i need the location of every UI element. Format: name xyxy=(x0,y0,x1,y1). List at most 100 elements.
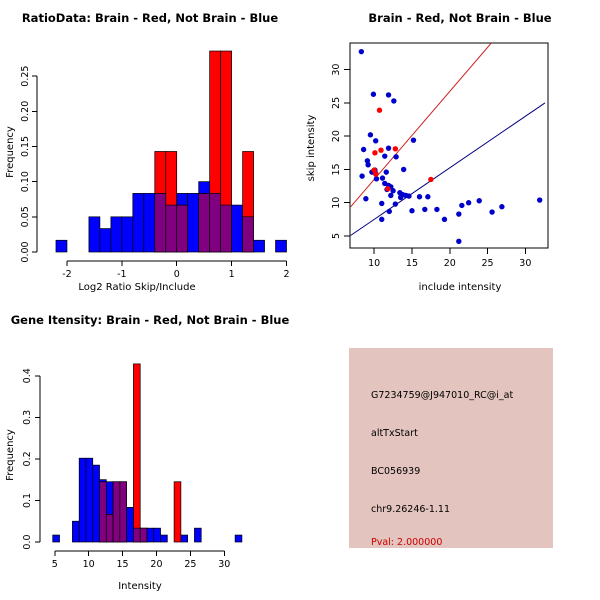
info-probe-id: G7234759@J947010_RC@i_at xyxy=(371,390,514,401)
y-tick-label: 10 xyxy=(331,197,342,209)
y-tick-label: 0.00 xyxy=(20,241,31,262)
gene-histogram-title: Gene Itensity: Brain - Red, Not Brain - … xyxy=(11,313,290,327)
scatter-point-not-brain xyxy=(379,216,385,223)
histogram-bar-overlap xyxy=(105,513,114,543)
y-tick-label: 25 xyxy=(331,97,342,109)
x-tick-label: 25 xyxy=(184,559,196,570)
scatter-point-not-brain xyxy=(456,238,462,245)
scatter-svg: Brain - Red, Not Brain - Blue 5 10 15 20 25 3… xyxy=(306,11,552,293)
y-tick-label: 0.20 xyxy=(20,101,31,122)
scatter-point-not-brain xyxy=(416,194,423,200)
histogram-bar-not-brain xyxy=(231,204,243,253)
x-tick-label: -1 xyxy=(117,269,126,280)
x-tick-label: 20 xyxy=(150,559,162,570)
x-tick-label: 15 xyxy=(117,559,129,570)
panel-annotation-info: G7234759@J947010_RC@i_at altTxStart BC05… xyxy=(300,300,600,600)
scatter-point-not-brain xyxy=(367,132,374,138)
scatter-point-not-brain xyxy=(489,209,495,215)
histogram-bar-not-brain xyxy=(105,481,114,515)
scatter-point-not-brain xyxy=(359,173,365,179)
scatter-point-brain xyxy=(372,150,378,156)
ratio-histogram-title: RatioData: Brain - Red, Not Brain - Blue xyxy=(22,11,279,25)
scatter-point-brain xyxy=(372,171,379,177)
x-tick-label: 25 xyxy=(481,258,493,269)
histogram-bar-not-brain xyxy=(143,193,156,253)
y-tick-label: 0.25 xyxy=(20,66,31,87)
y-tick-label: 0.05 xyxy=(20,206,31,227)
scatter-point-not-brain xyxy=(400,166,407,173)
x-tick-label: 1 xyxy=(229,269,235,280)
histogram-bar-overlap xyxy=(99,481,107,543)
histogram-bar-not-brain xyxy=(194,527,202,543)
ratio-histogram-ylabel: Frequency xyxy=(5,126,16,178)
histogram-bar-overlap xyxy=(139,527,148,543)
histogram-bar-not-brain xyxy=(153,527,161,543)
scatter-point-not-brain xyxy=(536,197,543,203)
histogram-bar-not-brain xyxy=(176,193,189,206)
y-tick-label: 0.10 xyxy=(20,171,31,192)
histogram-bar-not-brain xyxy=(99,479,107,483)
x-tick-label: -2 xyxy=(62,269,71,280)
scatter-point-not-brain xyxy=(390,188,396,194)
gene-histogram-ylabel: Frequency xyxy=(5,429,16,481)
ratio-histogram-axes: 0.00 0.05 0.10 0.15 0.20 0.25 -2 -1 0 1 2 xyxy=(20,66,290,280)
histogram-bar-not-brain xyxy=(92,464,100,543)
scatter-xlabel: include intensity xyxy=(419,282,502,293)
scatter-fit-lines xyxy=(350,43,546,236)
gene-histogram-xlabel: Intensity xyxy=(118,581,162,592)
scatter-point-not-brain xyxy=(365,162,371,168)
x-tick-label: 2 xyxy=(283,269,289,280)
histogram-bar-brain xyxy=(133,363,141,543)
histogram-bar-not-brain xyxy=(110,216,123,253)
panel-ratio-histogram: RatioData: Brain - Red, Not Brain - Blue… xyxy=(0,0,300,300)
histogram-bar-not-brain xyxy=(72,520,80,543)
histogram-bar-not-brain xyxy=(85,457,94,543)
scatter-point-brain xyxy=(428,176,434,183)
scatter-point-not-brain xyxy=(434,206,440,213)
ratio-histogram-svg: RatioData: Brain - Red, Not Brain - Blue… xyxy=(5,11,290,293)
histogram-bar-overlap xyxy=(112,481,121,543)
x-tick-label: 0 xyxy=(174,269,180,280)
scatter-point-not-brain xyxy=(360,146,367,153)
scatter-point-not-brain xyxy=(370,91,377,97)
histogram-bar-overlap xyxy=(176,204,189,253)
histogram-bar-overlap xyxy=(242,216,254,253)
y-tick-label: 30 xyxy=(331,64,342,76)
x-tick-label: 15 xyxy=(406,258,418,269)
histogram-bar-not-brain xyxy=(52,534,60,543)
scatter-point-not-brain xyxy=(465,200,472,206)
scatter-point-not-brain xyxy=(383,169,389,175)
y-tick-label: 0.4 xyxy=(22,368,33,383)
scatter-point-not-brain xyxy=(388,192,394,199)
y-tick-label: 0.15 xyxy=(20,136,31,157)
regression-line-brain-fit xyxy=(350,43,492,208)
plot-box xyxy=(349,42,549,249)
info-box: G7234759@J947010_RC@i_at altTxStart BC05… xyxy=(349,348,553,548)
gene-histogram-svg: Gene Itensity: Brain - Red, Not Brain - … xyxy=(5,313,290,592)
histogram-bar-overlap xyxy=(165,204,178,253)
scatter-point-not-brain xyxy=(409,208,415,214)
scatter-data-points xyxy=(358,48,543,245)
info-pvalue: Pval: 2.000000 xyxy=(371,537,443,548)
scatter-point-not-brain xyxy=(410,137,417,143)
scatter-point-not-brain xyxy=(456,211,462,217)
histogram-bar-not-brain xyxy=(55,239,68,253)
scatter-point-not-brain xyxy=(499,204,505,210)
scatter-point-brain xyxy=(378,147,384,153)
histogram-bar-not-brain xyxy=(146,527,155,543)
histogram-bar-overlap xyxy=(133,527,141,543)
scatter-point-brain xyxy=(392,146,399,152)
scatter-point-brain xyxy=(376,107,383,113)
scatter-point-not-brain xyxy=(379,200,385,207)
y-tick-label: 0.3 xyxy=(22,410,33,425)
scatter-point-not-brain xyxy=(393,154,399,160)
scatter-point-not-brain xyxy=(422,206,428,213)
x-tick-label: 5 xyxy=(52,559,58,570)
scatter-point-not-brain xyxy=(459,202,465,209)
gene-histogram-axes: 0.0 0.1 0.2 0.3 0.4 5 10 15 20 25 30 xyxy=(22,368,230,570)
scatter-point-not-brain xyxy=(379,175,386,181)
info-accession: BC056939 xyxy=(371,466,421,477)
ratio-histogram-bars xyxy=(55,50,287,253)
scatter-axes: 5 10 15 20 25 30 10 15 20 25 30 xyxy=(331,64,531,269)
